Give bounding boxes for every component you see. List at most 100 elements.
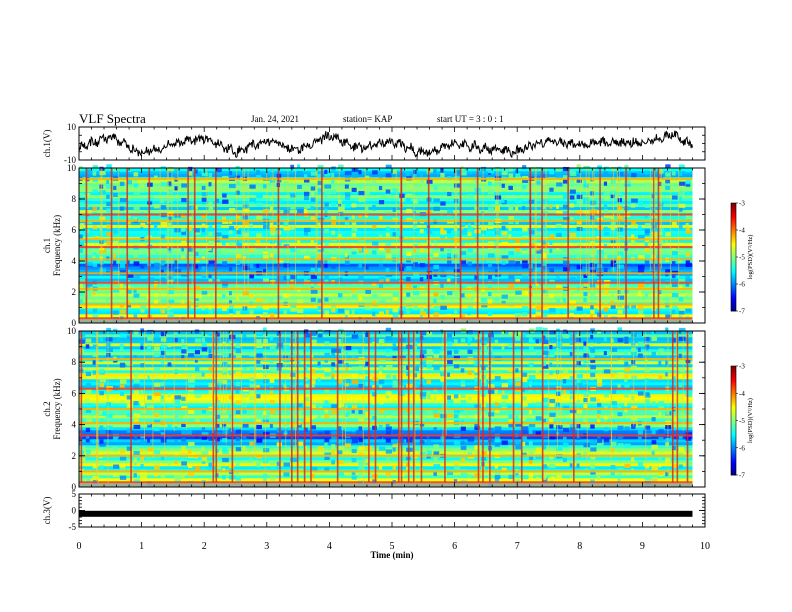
spectrum-cell [201,192,208,197]
spectrum-cell [644,242,648,247]
sferic-streak [625,168,627,319]
spectrum-cell [181,338,185,344]
spectrum-cell [228,308,234,313]
colorbar-label: log(PSD)(V²/Hz) [747,235,754,280]
spectrum-cell [597,339,601,344]
spectrum-cell [372,186,376,191]
spectrum-cell [501,236,509,241]
spectrum-cell [603,284,610,289]
colorbar-step [731,473,736,476]
sferic-streak [611,331,612,450]
y-tick-label: 6 [72,388,77,398]
spectrum-cell [474,473,481,478]
spectrum-cell [147,344,152,350]
colorbar-step [731,206,736,209]
spectrum-cell [256,175,261,180]
spectrum-cell [133,384,140,389]
spectrum-cell [235,285,241,290]
spectrum-cell [508,274,515,280]
spectrum-cell [174,459,178,465]
spectrum-cell [385,374,392,379]
spectrum-cell [549,478,554,484]
spectrum-cell [222,370,227,375]
spectrum-cell [269,391,274,396]
colorbar-step [731,387,736,391]
spectrum-cell [228,291,232,296]
spectrum-cell [181,247,185,252]
colorbar-step [731,285,736,288]
spectrum-cell [617,425,624,430]
spectrum-cell [181,349,187,354]
spectrum-cell [140,341,144,347]
spectrum-cell [385,365,393,370]
spectrum-cell [160,182,167,187]
spectrum-cell [678,181,686,186]
spectrum-cell [365,458,369,464]
x-tick-label: 1 [139,541,144,552]
spectrum-cell [331,215,337,221]
sferic-streak [148,168,151,319]
spectrum-cell [583,313,587,318]
spectrum-cell [542,173,548,179]
spectrum-cell [549,408,556,413]
spectrum-cell [447,229,452,234]
spectrum-cell [447,259,452,264]
spectrum-cell [290,205,296,210]
emission-band [79,238,693,241]
spectrum-cell [644,425,651,430]
spectrum-cell [440,230,447,235]
spectrum-cell [590,447,597,452]
spectrum-cell [194,169,198,174]
spectrum-cell [672,445,676,451]
spectrum-cell [419,248,425,253]
spectrum-cell [85,449,91,454]
spectrum-cell [140,308,145,313]
spectrum-cell [603,214,611,219]
spectrum-cell [153,346,160,351]
spectrum-cell [678,395,683,400]
spectrum-cell [392,346,399,351]
spectrum-cell [290,372,296,377]
colorbar-step [731,253,736,256]
spectrum-cell [317,222,321,227]
waveform-layer [78,130,693,517]
spectrum-cell [610,338,614,343]
spectrum-cell [269,196,274,201]
spectrum-cell [644,214,648,219]
x-tick-label: 9 [640,541,645,552]
spectrum-cell [569,312,574,318]
spectrum-cell [235,304,241,309]
spectrum-cell [672,282,678,288]
y-tick-label: 10 [67,163,77,173]
spectrum-cell [344,253,348,258]
spectrum-cell [269,460,276,466]
spectrum-cell [351,281,358,286]
spectrum-cell [542,289,548,294]
spectrum-cell [201,227,205,232]
spectrum-cell [297,258,300,263]
spectrum-cell [603,243,608,249]
spectrum-cell [208,366,215,372]
spectrum-row [79,230,693,234]
spectrum-cell [453,339,458,344]
spectrum-cell [453,278,461,283]
colorbar-step [731,375,736,378]
spectrum-cell [556,284,562,289]
spectrum-cell [576,200,584,205]
spectrum-cell [637,264,645,270]
spectrum-cell [685,191,693,196]
spectrum-cell [283,263,290,268]
spectrum-cell [413,198,418,204]
spectrum-cell [215,464,222,470]
spectrum-cell [467,473,471,479]
spectrum-cell [344,331,351,336]
spectrum-cell [658,401,665,406]
spectrum-cell [174,395,182,400]
spectrum-cell [542,225,546,230]
sferic-streak [455,168,457,288]
spectrum-cell [569,250,576,256]
spectrum-row [79,293,693,297]
spectrum-row [79,299,693,303]
spectrum-cell [631,203,636,208]
spectrum-cell [447,366,454,371]
